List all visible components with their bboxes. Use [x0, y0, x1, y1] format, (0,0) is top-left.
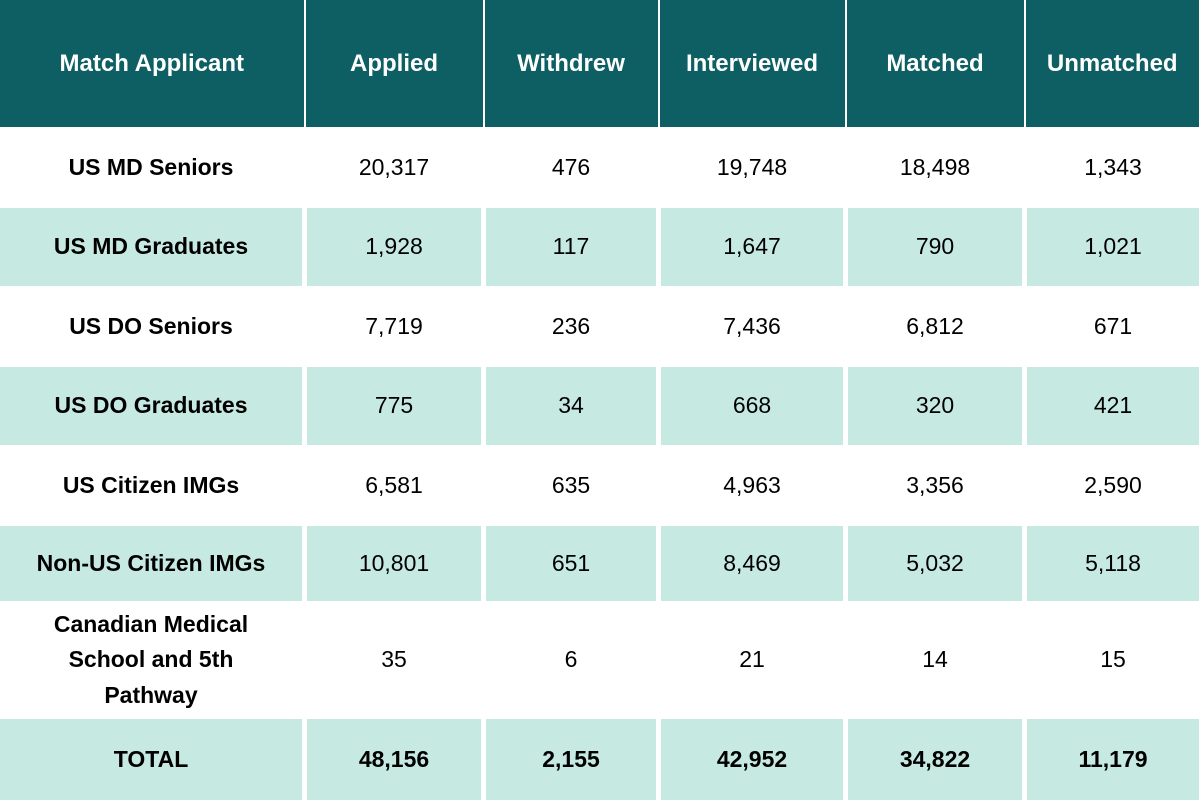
table-cell: 10,801: [307, 526, 481, 601]
column-header-match-applicant: Match Applicant: [0, 0, 304, 127]
row-label-us-md-graduates: US MD Graduates: [0, 208, 302, 286]
row-label-us-citizen-imgs: US Citizen IMGs: [0, 448, 302, 523]
table-cell: 14: [848, 604, 1022, 716]
table-cell: 2,590: [1027, 448, 1199, 523]
table-cell: 11,179: [1027, 719, 1199, 800]
table-cell: 651: [486, 526, 656, 601]
table-cell: 5,032: [848, 526, 1022, 601]
table-cell: 34: [486, 367, 656, 445]
table-cell: 790: [848, 208, 1022, 286]
table-cell: 19,748: [661, 130, 843, 205]
table-cell: 5,118: [1027, 526, 1199, 601]
row-label-canadian-medical-school: Canadian Medical School and 5th Pathway: [0, 604, 302, 716]
table-cell: 1,647: [661, 208, 843, 286]
table-cell: 236: [486, 289, 656, 364]
row-label-us-md-seniors: US MD Seniors: [0, 130, 302, 205]
table-cell: 48,156: [307, 719, 481, 800]
table-cell: 7,719: [307, 289, 481, 364]
column-header-unmatched: Unmatched: [1025, 0, 1199, 127]
table-cell: 6: [486, 604, 656, 716]
table-cell: 18,498: [848, 130, 1022, 205]
table-cell: 20,317: [307, 130, 481, 205]
table-cell: 2,155: [486, 719, 656, 800]
table-cell: 1,343: [1027, 130, 1199, 205]
table-cell: 320: [848, 367, 1022, 445]
table-cell: 4,963: [661, 448, 843, 523]
table-cell: 35: [307, 604, 481, 716]
table-cell: 21: [661, 604, 843, 716]
column-header-interviewed: Interviewed: [659, 0, 845, 127]
column-header-applied: Applied: [305, 0, 483, 127]
table-cell: 42,952: [661, 719, 843, 800]
table-cell: 476: [486, 130, 656, 205]
row-label-us-do-seniors: US DO Seniors: [0, 289, 302, 364]
table-cell: 15: [1027, 604, 1199, 716]
table-cell: 668: [661, 367, 843, 445]
table-cell: 421: [1027, 367, 1199, 445]
table-cell: 8,469: [661, 526, 843, 601]
row-label-total: TOTAL: [0, 719, 302, 800]
table-cell: 6,581: [307, 448, 481, 523]
table-cell: 6,812: [848, 289, 1022, 364]
row-label-us-do-graduates: US DO Graduates: [0, 367, 302, 445]
table-cell: 7,436: [661, 289, 843, 364]
table-cell: 34,822: [848, 719, 1022, 800]
table-cell: 1,021: [1027, 208, 1199, 286]
column-header-matched: Matched: [846, 0, 1024, 127]
table-cell: 3,356: [848, 448, 1022, 523]
table-cell: 117: [486, 208, 656, 286]
table-cell: 775: [307, 367, 481, 445]
table-cell: 671: [1027, 289, 1199, 364]
row-label-non-us-citizen-imgs: Non-US Citizen IMGs: [0, 526, 302, 601]
column-header-withdrew: Withdrew: [484, 0, 658, 127]
table-cell: 1,928: [307, 208, 481, 286]
table-cell: 635: [486, 448, 656, 523]
